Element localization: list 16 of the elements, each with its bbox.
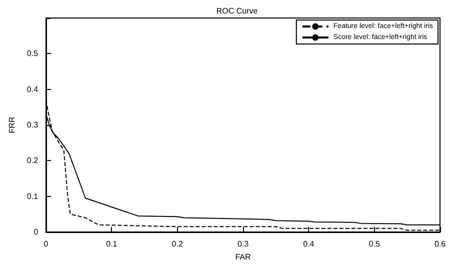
- y-tick-label: 0: [34, 228, 39, 236]
- y-tick-label: 0.4: [26, 84, 39, 94]
- x-tick-label: 0: [44, 240, 49, 248]
- x-tick-label: 0.4: [303, 240, 315, 248]
- x-tick-label: 0.5: [368, 240, 380, 248]
- x-tick-label: 0.2: [172, 240, 184, 248]
- y-tick-label: 0.2: [26, 156, 39, 166]
- x-tick-label: 0.3: [237, 240, 250, 248]
- y-tick-label: 0.1: [26, 192, 39, 201]
- x-tick-label: 0.1: [106, 240, 118, 248]
- y-tick-label: 0.5: [26, 49, 39, 58]
- x-tick-label: 0.6: [434, 240, 446, 248]
- x-axis-title: FAR: [235, 252, 252, 262]
- y-axis-title: FRR: [8, 116, 16, 134]
- y-tick-label: 0.3: [26, 120, 39, 130]
- chart-title: ROC Curve: [216, 6, 258, 16]
